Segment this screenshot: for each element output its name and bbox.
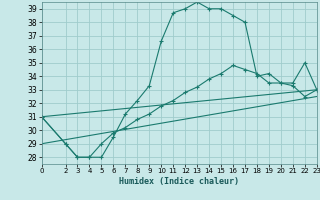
X-axis label: Humidex (Indice chaleur): Humidex (Indice chaleur)	[119, 177, 239, 186]
